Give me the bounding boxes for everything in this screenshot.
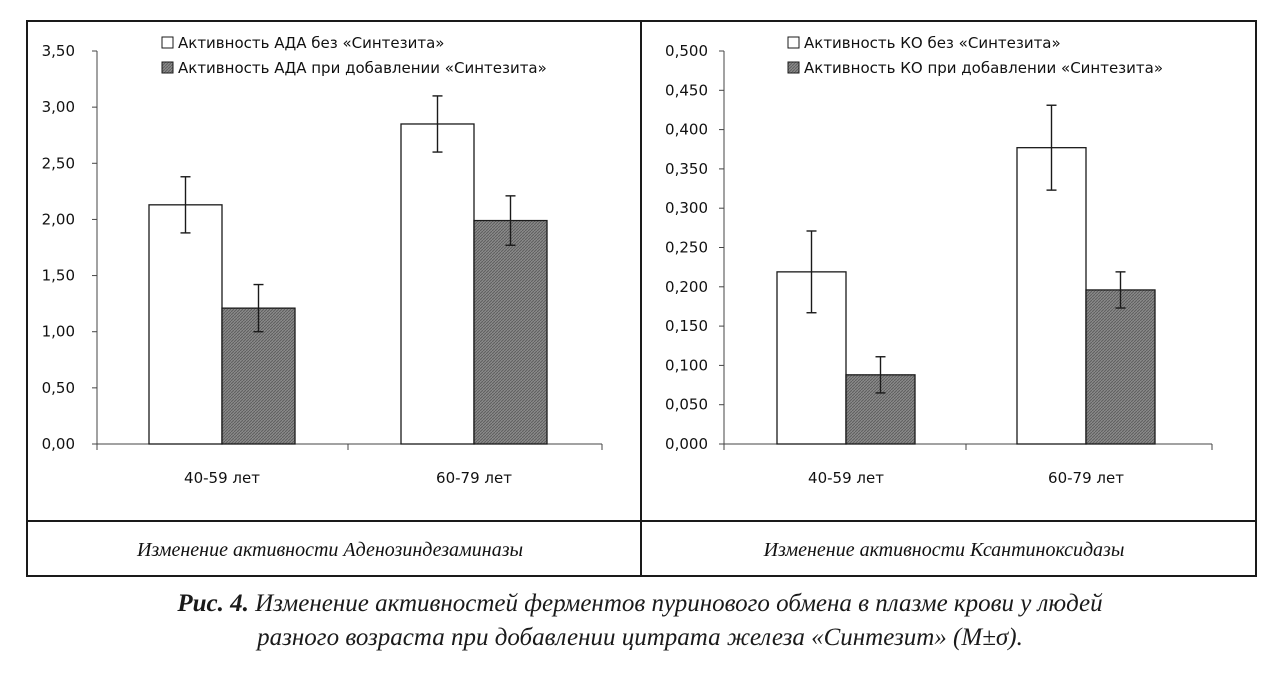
bar-with-synthesite — [1085, 289, 1156, 445]
legend-label: Активность КО без «Синтезита» — [804, 34, 1061, 52]
figure-caption-label: Рис. 4. — [177, 590, 249, 617]
y-tick-label: 2,50 — [42, 154, 75, 172]
figure-caption-line1: Рис. 4. Изменение активностей ферментов … — [0, 590, 1280, 618]
y-tick-label: 0,150 — [665, 317, 708, 335]
y-tick-label: 0,000 — [665, 435, 708, 453]
legend-swatch — [161, 36, 174, 49]
y-tick-label: 0,050 — [665, 396, 708, 414]
figure-caption-text1: Изменение активностей ферментов пуриново… — [255, 590, 1103, 617]
bar-without-synthesite — [400, 123, 475, 445]
x-category-label: 60-79 лет — [1048, 469, 1124, 487]
x-category-label: 40-59 лет — [184, 469, 260, 487]
y-tick-label: 0,400 — [665, 121, 708, 139]
figure-caption-line2: разного возраста при добавлении цитрата … — [257, 624, 1023, 651]
bar-with-synthesite — [473, 219, 548, 445]
y-tick-label: 0,100 — [665, 356, 708, 374]
bar-without-synthesite — [1016, 147, 1087, 445]
y-tick-label: 3,00 — [42, 98, 75, 116]
y-tick-label: 1,50 — [42, 267, 75, 285]
y-tick-label: 3,50 — [42, 42, 75, 60]
panel-caption-ada: Изменение активности Аденозиндезаминазы — [136, 539, 523, 561]
legend-label: Активность АДА при добавлении «Синтезита… — [178, 59, 547, 77]
y-tick-label: 2,00 — [42, 210, 75, 228]
y-tick-label: 0,200 — [665, 278, 708, 296]
x-category-label: 40-59 лет — [808, 469, 884, 487]
legend-label: Активность КО при добавлении «Синтезита» — [804, 59, 1163, 77]
chart-ada-panel: 0,00 0,50 1,00 1,50 2,00 2,50 3,00 3,50 40-59 ле… — [42, 34, 603, 487]
bar-without-synthesite — [148, 204, 223, 445]
y-tick-label: 0,300 — [665, 199, 708, 217]
y-tick-label: 0,350 — [665, 160, 708, 178]
y-tick-label: 0,500 — [665, 42, 708, 60]
y-tick-label: 0,450 — [665, 81, 708, 99]
legend-swatch — [787, 36, 800, 49]
chart-ko-panel: 0,000 0,050 0,100 0,150 0,200 0,250 0,300 0,350… — [665, 34, 1213, 487]
y-tick-label: 0,250 — [665, 239, 708, 257]
y-tick-label: 0,50 — [42, 379, 75, 397]
legend-label: Активность АДА без «Синтезита» — [178, 34, 444, 52]
x-category-label: 60-79 лет — [436, 469, 512, 487]
panel-caption-ko: Изменение активности Ксантиноксидазы — [763, 539, 1125, 561]
legend-swatch — [161, 61, 174, 74]
y-tick-label: 0,00 — [42, 435, 75, 453]
y-tick-label: 1,00 — [42, 323, 75, 341]
legend-swatch — [787, 61, 800, 74]
